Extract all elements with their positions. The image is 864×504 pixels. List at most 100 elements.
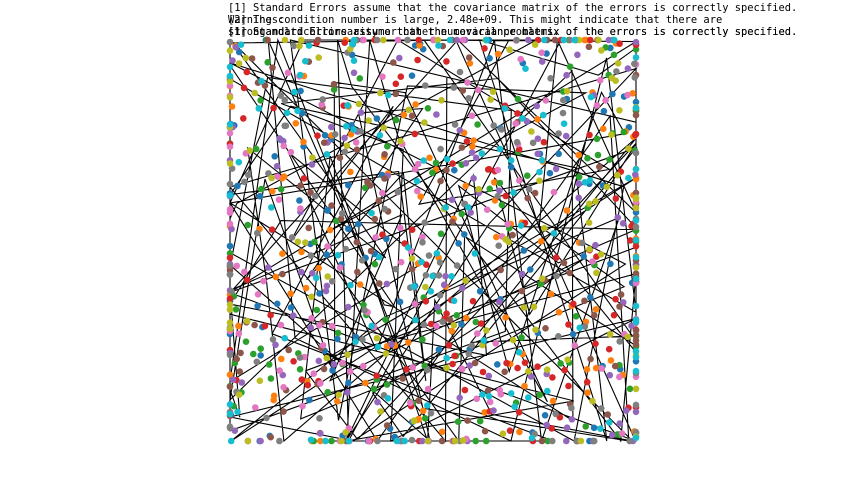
scatter-point (433, 111, 440, 118)
scatter-point (371, 260, 379, 268)
scatter-point (244, 221, 251, 229)
scatter-point (538, 275, 546, 283)
scatter-point (277, 92, 285, 99)
scatter-point (608, 131, 615, 138)
scatter-point (270, 396, 278, 404)
scatter-point (397, 137, 404, 145)
scatter-point (226, 295, 234, 303)
scatter-point (459, 437, 467, 444)
scatter-point (373, 36, 381, 44)
scatter-point (315, 54, 323, 61)
scatter-point (592, 306, 600, 313)
scatter-point (498, 201, 506, 209)
scatter-point (600, 125, 607, 133)
scatter-point (518, 270, 526, 278)
scatter-point (597, 251, 605, 258)
scatter-point (475, 185, 483, 193)
scatter-point (560, 36, 567, 44)
scatter-point (324, 206, 331, 214)
scatter-point (616, 338, 623, 345)
scatter-point (401, 437, 408, 445)
scatter-point (606, 419, 613, 426)
note-line-2: Warnings: (228, 14, 285, 26)
scatter-point (446, 316, 454, 324)
scatter-point (241, 268, 248, 276)
scatter-point (226, 410, 234, 418)
scatter-point (381, 151, 388, 158)
scatter-point (228, 165, 236, 172)
scatter-point (300, 175, 308, 182)
scatter-point (282, 122, 290, 130)
scatter-point (462, 182, 470, 190)
scatter-point (543, 421, 551, 429)
scatter-point (384, 395, 392, 402)
scatter-point (448, 196, 456, 203)
note-line-1: [1] Standard Errors assume that the cova… (228, 2, 798, 14)
scatter-point (510, 189, 517, 196)
scatter-point (549, 437, 556, 445)
scatter-point (443, 310, 450, 318)
scatter-point (480, 337, 488, 344)
scatter-point (625, 145, 632, 152)
scatter-point (321, 132, 329, 139)
scatter-point (433, 250, 441, 257)
scatter-point (379, 231, 386, 238)
scatter-point (294, 107, 301, 115)
scatter-point (252, 145, 260, 153)
scatter-point (555, 309, 563, 316)
scatter-point (451, 121, 459, 128)
scatter-point (243, 276, 251, 284)
scatter-point (574, 51, 581, 59)
scatter-point (616, 420, 623, 427)
scatter-point (384, 143, 391, 150)
scatter-point (252, 404, 259, 411)
scatter-point (632, 104, 640, 112)
scatter-point (443, 58, 450, 65)
scatter-point (292, 120, 300, 127)
scatter-point (616, 107, 623, 114)
scatter-point (412, 101, 419, 108)
scatter-point (478, 150, 486, 157)
scatter-point (454, 418, 462, 426)
scatter-point (451, 166, 458, 174)
scatter-point (330, 86, 338, 93)
scatter-point (518, 287, 526, 295)
scatter-point (455, 240, 462, 247)
scatter-point (584, 154, 591, 162)
scatter-point (530, 303, 538, 311)
scatter-point (520, 247, 528, 254)
scatter-point (566, 63, 574, 70)
scatter-point (404, 36, 411, 44)
scatter-point (443, 354, 451, 362)
scatter-point (437, 177, 444, 185)
scatter-point (226, 242, 234, 250)
scatter-point (616, 40, 623, 47)
scatter-point (397, 73, 405, 80)
scatter-point (419, 233, 426, 241)
scatter-point (502, 192, 510, 200)
scatter-point (521, 359, 529, 367)
scatter-point (419, 336, 426, 343)
scatter-point (341, 134, 348, 142)
scatter-point (253, 229, 261, 237)
scatter-point (543, 366, 551, 374)
scatter-point (403, 366, 410, 373)
scatter-point (373, 334, 381, 342)
scatter-point (553, 254, 560, 261)
scatter-point (272, 273, 280, 281)
scatter-point (584, 389, 591, 397)
scatter-point (360, 301, 367, 309)
scatter-point (316, 290, 323, 297)
scatter-point (297, 87, 304, 95)
scatter-point (228, 288, 235, 296)
scatter-point (560, 96, 567, 104)
scatter-point (396, 54, 403, 62)
scatter-point (611, 36, 618, 44)
scatter-point (350, 126, 357, 133)
scatter-point (612, 195, 620, 202)
scatter-point (504, 220, 512, 228)
scatter-point (459, 36, 467, 44)
scatter-point (279, 270, 286, 278)
scatter-point (527, 373, 535, 380)
scatter-point (632, 204, 640, 212)
